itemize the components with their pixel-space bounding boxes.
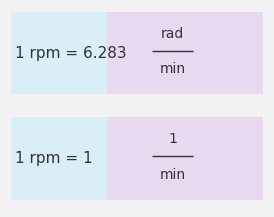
Text: 1 rpm = 1: 1 rpm = 1 — [15, 151, 92, 166]
Bar — [11, 12, 107, 94]
Bar — [11, 117, 107, 200]
Text: 1 rpm = 6.283: 1 rpm = 6.283 — [15, 46, 126, 61]
Bar — [107, 117, 263, 200]
Text: min: min — [159, 62, 185, 76]
Bar — [107, 12, 263, 94]
Text: 1: 1 — [168, 132, 177, 146]
Text: rad: rad — [161, 27, 184, 41]
Text: min: min — [159, 168, 185, 182]
